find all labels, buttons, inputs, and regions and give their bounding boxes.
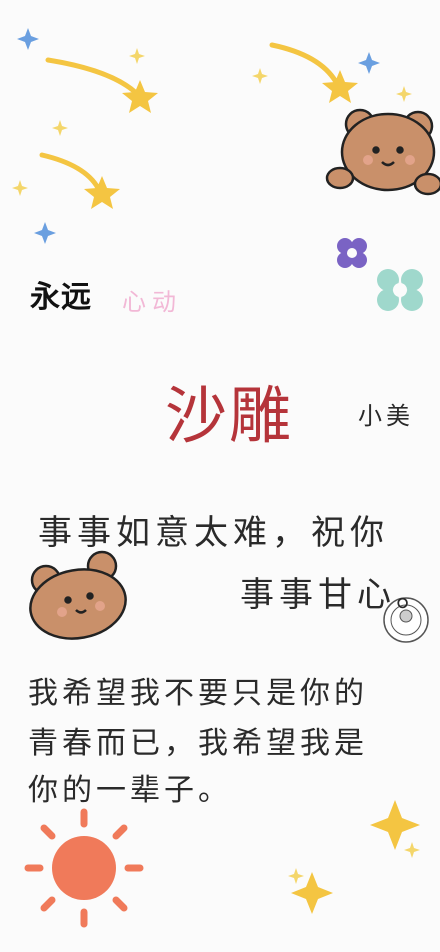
page-subtitle: 小美 <box>358 402 414 430</box>
quote-line-1: 事事如意太难，祝你 <box>38 513 389 553</box>
brand-subtitle: 心动 <box>122 288 182 316</box>
flower-icon <box>337 238 367 268</box>
shooting-star-icon <box>45 57 158 113</box>
stamp-icon <box>383 597 429 643</box>
sun-icon <box>24 808 144 928</box>
paragraph-line-2: 青春而已，我希望我是 <box>28 726 368 761</box>
shooting-star-icon <box>39 152 120 209</box>
sparkle-icon <box>17 28 380 244</box>
sparkle-icon <box>291 800 420 914</box>
brand-title: 永远 <box>30 280 92 315</box>
paragraph-line-1: 我希望我不要只是你的 <box>28 676 368 711</box>
quote-line-2: 事事甘心。 <box>240 575 435 615</box>
bear-icon <box>325 108 440 196</box>
bear-icon <box>29 550 127 640</box>
page-title: 沙雕 <box>165 379 294 452</box>
paragraph-line-3: 你的一辈子。 <box>28 773 232 808</box>
sparkle-icon <box>12 48 420 884</box>
flower-icon <box>377 269 423 311</box>
shooting-star-icon <box>269 42 358 103</box>
